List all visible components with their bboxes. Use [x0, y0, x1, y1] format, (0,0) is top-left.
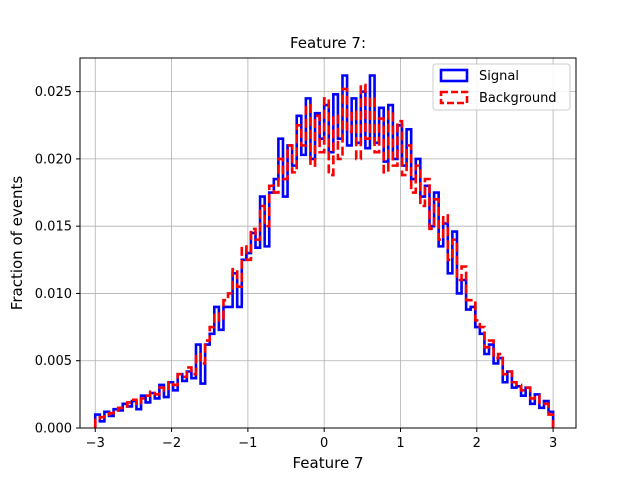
- y-tick-label: 0.020: [35, 152, 72, 167]
- x-tick-label: 0: [320, 436, 328, 451]
- legend-swatch-background: [439, 90, 469, 105]
- axis-ticks: −3 −2 −1 0 1 2 3 0.000 0.005 0.010 0.015 0.020 0.025: [35, 85, 557, 451]
- series-background-step: [93, 83, 555, 428]
- y-axis-label: Fraction of events: [8, 176, 26, 311]
- x-tick-label: −3: [86, 436, 105, 451]
- y-tick-label: 0.015: [35, 220, 72, 235]
- y-tick-label: 0.025: [35, 85, 72, 100]
- axes-frame: [79, 57, 577, 429]
- y-tick-label: 0.005: [35, 354, 72, 369]
- legend-swatch-signal: [439, 68, 469, 83]
- x-tick-label: −1: [238, 436, 257, 451]
- y-tick-label: 0.000: [35, 422, 72, 437]
- legend-label-background: Background: [479, 91, 557, 106]
- x-tick-label: −2: [162, 436, 181, 451]
- x-tick-label: 1: [396, 436, 404, 451]
- legend-label-signal: Signal: [479, 69, 519, 84]
- x-axis-label: Feature 7: [293, 454, 364, 472]
- x-tick-label: 2: [473, 436, 481, 451]
- chart-title: Feature 7:: [290, 34, 366, 52]
- x-tick-label: 3: [549, 436, 557, 451]
- y-tick-label: 0.010: [35, 287, 72, 302]
- legend: Signal Background: [432, 63, 571, 111]
- series-layer: [93, 74, 555, 428]
